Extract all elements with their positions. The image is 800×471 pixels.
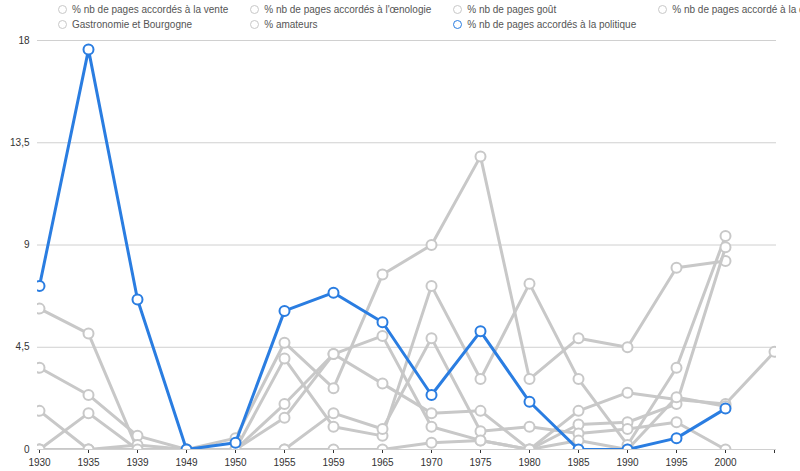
svg-text:1949: 1949 — [175, 457, 198, 468]
html-text:% nb de pages goût: % nb de pages goût — [467, 4, 557, 16]
svg-text:1939: 1939 — [126, 457, 149, 468]
svg-text:1970: 1970 — [420, 457, 443, 468]
svg-text:1930: 1930 — [28, 457, 51, 468]
svg-text:13,5: 13,5 — [10, 137, 30, 148]
svg-text:0: 0 — [24, 444, 30, 455]
svg-text:9: 9 — [24, 239, 30, 250]
svg-text:18: 18 — [18, 35, 30, 46]
svg-text:1935: 1935 — [77, 457, 100, 468]
html-text:Gastronomie et Bourgogne: Gastronomie et Bourgogne — [72, 18, 193, 30]
svg-text:2000: 2000 — [714, 457, 737, 468]
svg-text:1985: 1985 — [567, 457, 590, 468]
svg-text:1950: 1950 — [224, 457, 247, 468]
html-text:% nb de pages accordés à la po: % nb de pages accordés à la politique — [467, 18, 637, 30]
svg-text:1965: 1965 — [371, 457, 394, 468]
svg-text:1980: 1980 — [518, 457, 541, 468]
svg-text:4,5: 4,5 — [16, 341, 30, 352]
html-text:% nb de pages accordés à l'œno: % nb de pages accordés à l'œnologie — [264, 4, 432, 16]
svg-text:1955: 1955 — [273, 457, 296, 468]
html-text:% amateurs: % amateurs — [264, 18, 318, 30]
svg-text:1995: 1995 — [665, 457, 688, 468]
html-text:% nb de pages accordés à la ve: % nb de pages accordés à la vente — [72, 4, 229, 16]
svg-text:1959: 1959 — [322, 457, 345, 468]
svg-text:1975: 1975 — [469, 457, 492, 468]
svg-text:1990: 1990 — [616, 457, 639, 468]
